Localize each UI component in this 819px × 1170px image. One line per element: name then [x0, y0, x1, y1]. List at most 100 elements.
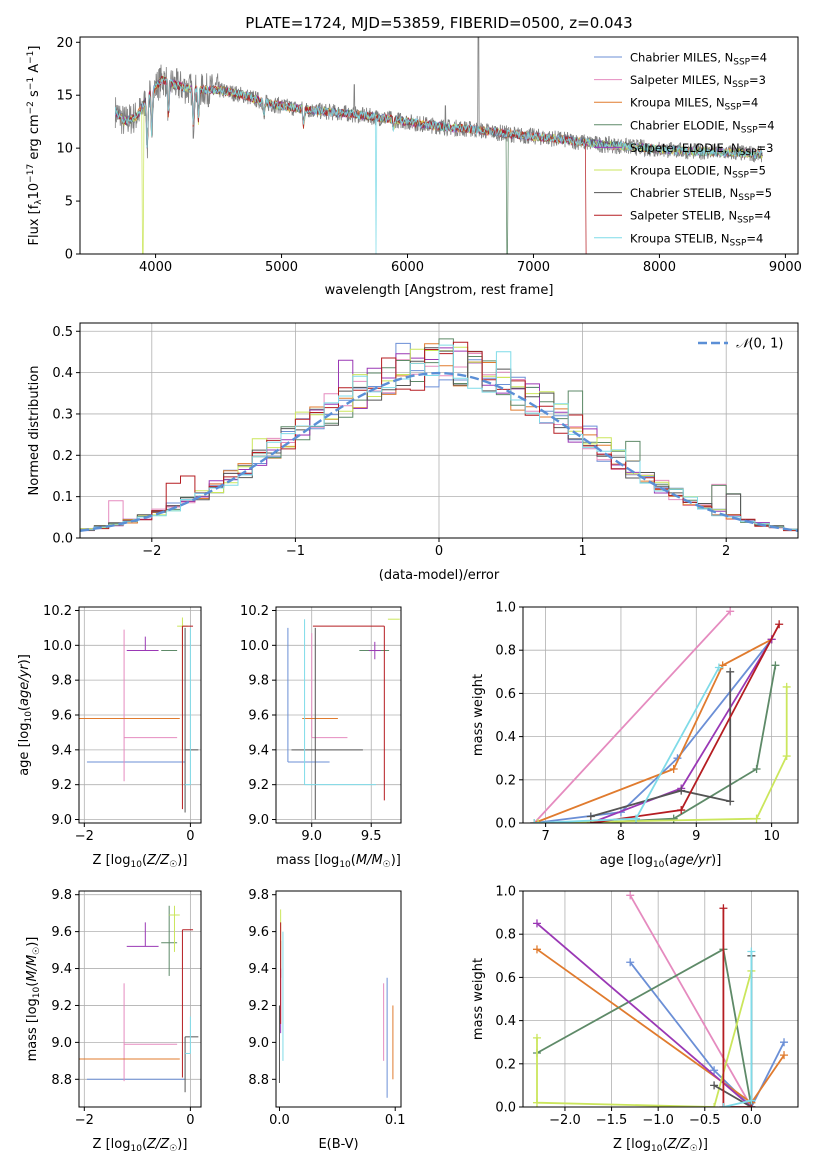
y-tick-label: 9.2 — [51, 999, 72, 1014]
weight-marker — [775, 620, 784, 629]
weight-marker — [752, 765, 761, 773]
weight-marker — [626, 958, 635, 967]
label-part: 10 — [130, 860, 142, 870]
y-tick-label: 0.4 — [495, 1014, 516, 1029]
normal-curve — [80, 371, 798, 532]
legend-label: 𝒩(0, 1) — [736, 337, 783, 352]
weight-marker — [532, 945, 541, 954]
frame-weight-vs-Z: −2.0 −1.5 −1.0 −0.5 0.0 0.0 0.2 0.4 0.6 0.8 1.0 — [495, 885, 799, 1128]
label-part: ☉ — [32, 947, 42, 955]
y-tick-label: 8.8 — [51, 1073, 72, 1088]
weight-marker — [710, 1103, 719, 1107]
y-tick-label: 15 — [56, 89, 73, 104]
y-tick-label: 9.2 — [248, 999, 269, 1014]
y-axis-label: Normed distribution — [27, 366, 42, 496]
label-part: =3 — [749, 73, 766, 87]
label-part: ( — [17, 706, 32, 711]
axes-frame — [522, 606, 799, 824]
label-part: 10 — [130, 1144, 142, 1154]
label-part: −1 — [26, 51, 36, 64]
y-tick-label: 0.0 — [495, 817, 516, 832]
x-tick-label: −1.5 — [596, 1113, 628, 1128]
x-axis-label: (data-model)/error — [379, 568, 500, 583]
y-tick-label: 9.0 — [248, 813, 269, 828]
weight-marker — [771, 661, 780, 670]
label-part: =3 — [757, 141, 774, 155]
weight-marker — [632, 814, 641, 823]
x-axis-label: E(B-V) — [318, 1137, 358, 1152]
x-tick-label: −2 — [75, 1113, 94, 1128]
legend-label: Chabrier MILES, NSSP=4 — [630, 51, 767, 68]
x-tick-label: −2 — [75, 829, 94, 844]
legend-label: Salpeter STELIB, NSSP=4 — [630, 209, 771, 226]
label-part: Chabrier ELODIE, N — [630, 118, 741, 132]
label-part: Z [log — [613, 1137, 651, 1152]
x-tick-label: 5000 — [265, 260, 298, 275]
weight-marker — [747, 947, 756, 956]
x-tick-label: 0.1 — [385, 1113, 406, 1128]
weight-series-line — [534, 638, 773, 823]
axes-frame — [522, 890, 799, 1108]
weight-marker — [780, 1051, 789, 1060]
label-part: )] — [177, 853, 187, 868]
label-part: )] — [177, 1137, 187, 1152]
x-tick-label: −2 — [142, 544, 161, 559]
label-part: ( — [662, 1137, 667, 1152]
label-part: 10 — [24, 711, 34, 723]
weight-marker — [714, 663, 723, 672]
weight-marker — [677, 786, 686, 795]
label-part: =4 — [758, 118, 775, 132]
x-tick-label: 7 — [541, 829, 549, 844]
label-part: )] — [17, 654, 32, 664]
y-tick-label: 9.6 — [51, 925, 72, 940]
label-part: ☉ — [690, 1144, 698, 1154]
x-tick-label: 9000 — [769, 260, 802, 275]
legend-label: Salpeter ELODIE, NSSP=3 — [630, 141, 773, 158]
label-part: 10 — [651, 1144, 663, 1154]
label-part: −2 — [26, 101, 36, 114]
label-part: =5 — [749, 164, 766, 178]
weight-series-line — [538, 686, 788, 823]
x-tick-label: −1 — [286, 544, 305, 559]
legend-label: Kroupa MILES, NSSP=4 — [630, 96, 758, 113]
label-part: 10 — [653, 860, 665, 870]
weight-marker — [780, 1038, 789, 1047]
weight-marker — [534, 819, 543, 823]
legend-label: Chabrier STELIB, NSSP=5 — [630, 186, 772, 203]
y-tick-label: 0.2 — [495, 1057, 516, 1072]
label-part: age [log — [17, 723, 32, 776]
y-tick-label: 1.0 — [495, 885, 516, 900]
label-part: SSP — [740, 148, 757, 158]
y-tick-label: 0.3 — [52, 407, 73, 422]
plot-spectrum — [114, 37, 763, 254]
label-part: )] — [391, 853, 401, 868]
plot-residuals — [80, 338, 798, 532]
weight-series-line — [722, 908, 752, 1107]
label-part: ☉ — [383, 860, 391, 870]
weight-series-line — [536, 970, 753, 1107]
y-axis-label: mass weight — [471, 674, 486, 756]
label-part: Z [log — [93, 1137, 131, 1152]
y-tick-label: 0.6 — [495, 687, 516, 702]
y-tick-label: 0.4 — [495, 730, 516, 745]
weight-marker — [752, 814, 761, 823]
label-part: )] — [25, 937, 40, 947]
y-tick-label: 0.8 — [495, 928, 516, 943]
y-tick-label: 0 — [65, 248, 73, 263]
label-part: )] — [711, 853, 721, 868]
y-tick-label: 9.8 — [248, 674, 269, 689]
x-axis-label: Z [log10(Z/Z☉)] — [93, 1137, 188, 1154]
x-tick-label: 0 — [186, 1113, 194, 1128]
label-part: SSP — [732, 80, 749, 90]
y-tick-label: 0.5 — [52, 325, 73, 340]
label-part: ( — [351, 853, 356, 868]
x-axis-label: Z [log10(Z/Z☉)] — [93, 853, 188, 870]
y-tick-label: 10.2 — [240, 604, 269, 619]
label-part: mass [log — [276, 853, 339, 868]
label-part: 10 — [339, 860, 351, 870]
label-part: erg cm — [27, 114, 42, 163]
weight-marker — [677, 806, 686, 815]
legend-label: Chabrier ELODIE, NSSP=4 — [630, 118, 775, 135]
weight-marker — [782, 752, 791, 761]
x-tick-label: 2 — [722, 544, 730, 559]
